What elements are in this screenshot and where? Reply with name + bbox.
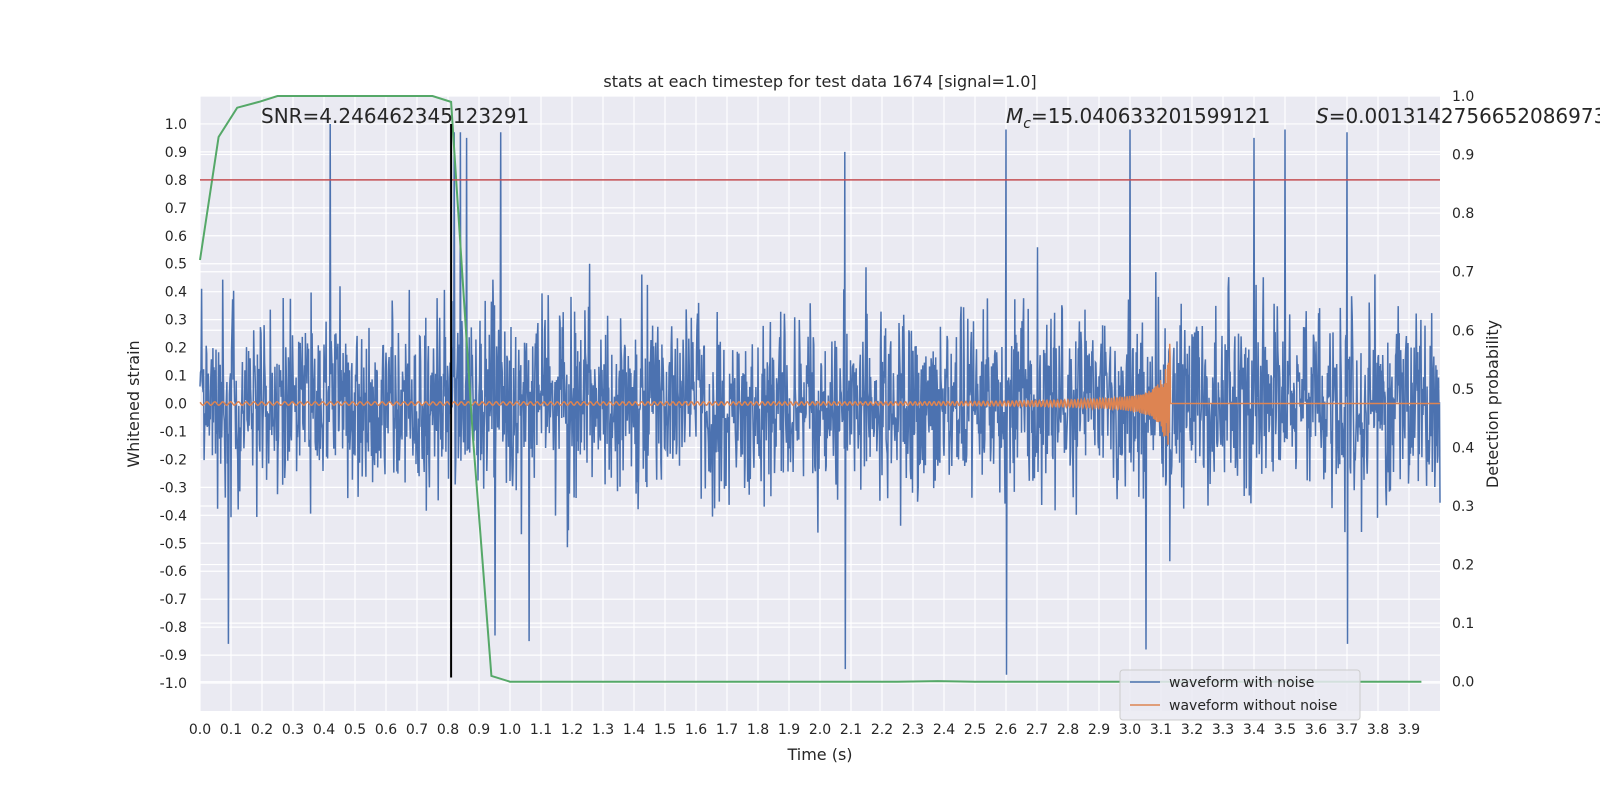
y-tick-16: -0.6 (160, 564, 187, 580)
mc-label: M (1006, 104, 1023, 128)
x-tick-0: 0.0 (189, 722, 211, 738)
x-tick-32: 3.2 (1181, 722, 1203, 738)
y-tick-17: -0.7 (160, 592, 187, 608)
x-tick-24: 2.4 (933, 722, 955, 738)
x-tick-11: 1.1 (530, 722, 552, 738)
y-tick-7: 0.3 (165, 313, 187, 329)
y-tick-2: 0.8 (165, 173, 187, 189)
y2-tick-1: 0.9 (1452, 148, 1474, 164)
x-tick-21: 2.1 (840, 722, 862, 738)
x-tick-28: 2.8 (1057, 722, 1079, 738)
mc-annotation: Mc=15.040633201599121 (1006, 104, 1270, 132)
y-tick-6: 0.4 (165, 285, 187, 301)
series-waveform-without-noise (199, 343, 1440, 445)
x-tick-12: 1.2 (561, 722, 583, 738)
legend-label-clean: waveform without noise (1169, 698, 1337, 714)
y-tick-11: -0.1 (160, 424, 187, 440)
x-tick-29: 2.9 (1088, 722, 1110, 738)
y2-tick-8: 0.2 (1452, 558, 1474, 574)
y-tick-1: 0.9 (165, 145, 187, 161)
y2-tick-7: 0.3 (1452, 499, 1474, 515)
x-tick-19: 1.9 (778, 722, 800, 738)
mc-value: =15.040633201599121 (1031, 104, 1270, 128)
y-tick-8: 0.2 (165, 341, 187, 357)
mc-subscript: c (1023, 116, 1031, 132)
x-tick-labels: 0.0 0.1 0.2 0.3 0.4 0.5 0.6 0.7 0.8 0.9 1.0 1.1 1.2 1… (189, 722, 1420, 738)
y2-tick-3: 0.7 (1452, 265, 1474, 281)
x-tick-38: 3.8 (1367, 722, 1389, 738)
x-tick-14: 1.4 (623, 722, 645, 738)
s-value: =0.0013142756652086973 (1329, 104, 1600, 128)
x-tick-22: 2.2 (871, 722, 893, 738)
x-tick-26: 2.6 (995, 722, 1017, 738)
y2-tick-9: 0.1 (1452, 616, 1474, 632)
chart-title: stats at each timestep for test data 167… (603, 72, 1036, 91)
x-tick-27: 2.7 (1026, 722, 1048, 738)
x-tick-30: 3.0 (1119, 722, 1141, 738)
y-tick-12: -0.2 (160, 452, 187, 468)
y-axis-label: Whitened strain (124, 340, 143, 467)
y2-tick-10: 0.0 (1452, 675, 1474, 691)
x-tick-20: 2.0 (809, 722, 831, 738)
x-tick-23: 2.3 (902, 722, 924, 738)
y-tick-14: -0.4 (160, 508, 187, 524)
y-tick-19: -0.9 (160, 648, 187, 664)
x-tick-25: 2.5 (964, 722, 986, 738)
y-tick-20: -1.0 (160, 676, 187, 692)
x-tick-37: 3.7 (1336, 722, 1358, 738)
snr-annotation: SNR=4.246462345123291 (261, 104, 529, 128)
y-tick-15: -0.5 (160, 536, 187, 552)
x-tick-31: 3.1 (1150, 722, 1172, 738)
x-tick-2: 0.2 (251, 722, 273, 738)
y-tick-18: -0.8 (160, 620, 187, 636)
x-tick-15: 1.5 (654, 722, 676, 738)
s-annotation: S=0.0013142756652086973 (1316, 104, 1600, 128)
x-tick-4: 0.4 (313, 722, 335, 738)
x-tick-34: 3.4 (1243, 722, 1265, 738)
series-detection-probability (199, 95, 1422, 683)
series-waveform-with-noise (199, 123, 1441, 675)
x-tick-10: 1.0 (499, 722, 521, 738)
y2-tick-0: 1.0 (1452, 89, 1474, 105)
y2-tick-labels: 1.0 0.9 0.8 0.7 0.6 0.5 0.4 0.3 0.2 0.1 0.0 (1452, 89, 1474, 691)
y-tick-13: -0.3 (160, 480, 187, 496)
y2-tick-5: 0.5 (1452, 382, 1474, 398)
y-tick-9: 0.1 (165, 369, 187, 385)
x-tick-17: 1.7 (716, 722, 738, 738)
x-tick-13: 1.3 (592, 722, 614, 738)
legend: waveform with noise waveform without noi… (1119, 669, 1361, 721)
y2-tick-2: 0.8 (1452, 206, 1474, 222)
x-tick-16: 1.6 (685, 722, 707, 738)
x-tick-8: 0.8 (437, 722, 459, 738)
y-tick-labels: 1.0 0.9 0.8 0.7 0.6 0.5 0.4 0.3 0.2 0.1 0.0 -0.1 -0.… (160, 117, 187, 692)
y2-tick-4: 0.6 (1452, 323, 1474, 339)
s-label: S (1316, 104, 1329, 128)
x-tick-18: 1.8 (747, 722, 769, 738)
x-tick-9: 0.9 (468, 722, 490, 738)
x-tick-7: 0.7 (406, 722, 428, 738)
x-tick-33: 3.3 (1212, 722, 1234, 738)
x-tick-1: 0.1 (220, 722, 242, 738)
x-tick-6: 0.6 (375, 722, 397, 738)
y-tick-5: 0.5 (165, 257, 187, 273)
x-tick-36: 3.6 (1305, 722, 1327, 738)
y-tick-3: 0.7 (165, 201, 187, 217)
x-tick-5: 0.5 (344, 722, 366, 738)
y2-axis-label: Detection probability (1483, 320, 1502, 488)
y-tick-10: 0.0 (165, 397, 187, 413)
x-tick-39: 3.9 (1398, 722, 1420, 738)
x-tick-3: 0.3 (282, 722, 304, 738)
legend-box (1119, 669, 1361, 721)
x-tick-35: 3.5 (1274, 722, 1296, 738)
x-axis-label: Time (s) (786, 745, 852, 764)
y-tick-0: 1.0 (165, 117, 187, 133)
y-tick-4: 0.6 (165, 229, 187, 245)
y2-tick-6: 0.4 (1452, 440, 1474, 456)
legend-label-noise: waveform with noise (1169, 675, 1314, 691)
